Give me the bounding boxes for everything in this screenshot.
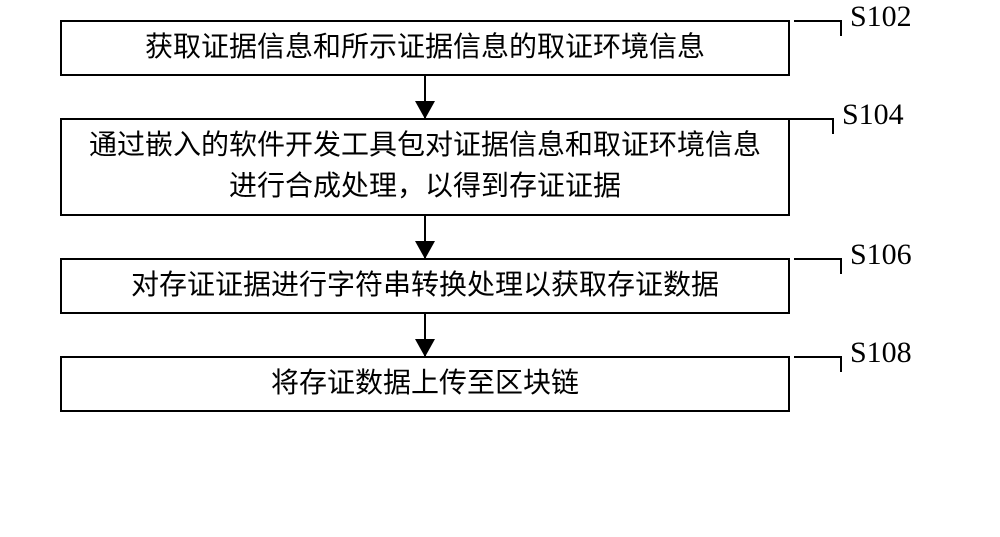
flowchart-step: 通过嵌入的软件开发工具包对证据信息和取证环境信息进行合成处理，以得到存证证据 S… [60, 118, 940, 216]
step-label: S104 [842, 98, 904, 132]
step-label: S102 [850, 0, 912, 34]
label-connector [794, 258, 842, 274]
step-label: S108 [850, 336, 912, 370]
flowchart-step: 将存证数据上传至区块链 S108 [60, 356, 940, 412]
arrow-icon [424, 314, 426, 356]
arrow-icon [424, 76, 426, 118]
arrow-wrap [60, 216, 790, 258]
label-connector [794, 356, 842, 372]
step-label: S106 [850, 238, 912, 272]
step-box: 对存证证据进行字符串转换处理以获取存证数据 [60, 258, 790, 314]
label-connector [786, 118, 834, 134]
step-box: 获取证据信息和所示证据信息的取证环境信息 [60, 20, 790, 76]
flowchart-step: 获取证据信息和所示证据信息的取证环境信息 S102 [60, 20, 940, 76]
step-text: 通过嵌入的软件开发工具包对证据信息和取证环境信息进行合成处理，以得到存证证据 [80, 126, 770, 207]
flowchart-step: 对存证证据进行字符串转换处理以获取存证数据 S106 [60, 258, 940, 314]
flowchart-container: 获取证据信息和所示证据信息的取证环境信息 S102 通过嵌入的软件开发工具包对证… [60, 20, 940, 412]
step-box: 将存证数据上传至区块链 [60, 356, 790, 412]
arrow-wrap [60, 76, 790, 118]
arrow-wrap [60, 314, 790, 356]
label-connector [794, 20, 842, 36]
arrow-icon [424, 216, 426, 258]
step-text: 获取证据信息和所示证据信息的取证环境信息 [145, 28, 705, 69]
step-text: 将存证数据上传至区块链 [271, 364, 579, 405]
step-text: 对存证证据进行字符串转换处理以获取存证数据 [131, 266, 719, 307]
step-box: 通过嵌入的软件开发工具包对证据信息和取证环境信息进行合成处理，以得到存证证据 [60, 118, 790, 216]
